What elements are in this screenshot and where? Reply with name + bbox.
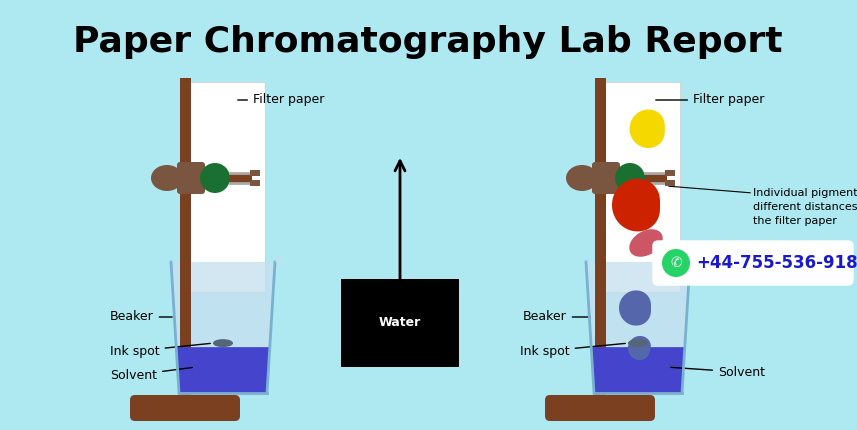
FancyBboxPatch shape xyxy=(592,162,620,194)
FancyBboxPatch shape xyxy=(177,162,205,194)
Text: Beaker: Beaker xyxy=(523,310,590,323)
Bar xyxy=(596,82,680,292)
Text: Ink spot: Ink spot xyxy=(520,344,626,358)
Ellipse shape xyxy=(628,339,648,347)
Text: Ink spot: Ink spot xyxy=(110,344,210,358)
Circle shape xyxy=(200,163,230,193)
Ellipse shape xyxy=(213,339,233,347)
Polygon shape xyxy=(171,262,275,393)
Bar xyxy=(180,78,191,408)
Text: Paper Chromatography Lab Report: Paper Chromatography Lab Report xyxy=(73,25,782,59)
Bar xyxy=(595,174,667,183)
Text: Solvent: Solvent xyxy=(110,368,192,382)
Polygon shape xyxy=(630,110,665,148)
Text: Beaker: Beaker xyxy=(110,310,172,323)
Ellipse shape xyxy=(151,165,183,191)
Text: ✆: ✆ xyxy=(670,256,682,270)
Polygon shape xyxy=(586,262,690,393)
Polygon shape xyxy=(629,229,662,257)
Circle shape xyxy=(662,249,690,277)
Bar xyxy=(665,170,675,176)
Polygon shape xyxy=(591,347,685,393)
Polygon shape xyxy=(177,347,270,393)
Polygon shape xyxy=(612,178,660,231)
Bar xyxy=(250,180,260,186)
Polygon shape xyxy=(628,336,650,360)
Text: Filter paper: Filter paper xyxy=(237,93,325,107)
Bar xyxy=(250,170,260,176)
Bar xyxy=(595,78,606,408)
Bar xyxy=(665,180,675,186)
Polygon shape xyxy=(275,255,281,263)
Polygon shape xyxy=(690,255,696,263)
Text: Filter paper: Filter paper xyxy=(656,93,764,107)
Bar xyxy=(181,82,265,292)
Polygon shape xyxy=(619,290,651,326)
Bar xyxy=(180,174,252,183)
Circle shape xyxy=(615,163,645,193)
Text: Solvent: Solvent xyxy=(671,366,765,379)
Text: +44-755-536-9184: +44-755-536-9184 xyxy=(696,254,857,272)
Text: Individual pigments travel
different distances up
the filter paper: Individual pigments travel different dis… xyxy=(753,188,857,226)
FancyBboxPatch shape xyxy=(545,395,655,421)
Text: Water: Water xyxy=(379,316,421,329)
Ellipse shape xyxy=(566,165,598,191)
FancyBboxPatch shape xyxy=(653,241,853,285)
FancyBboxPatch shape xyxy=(130,395,240,421)
